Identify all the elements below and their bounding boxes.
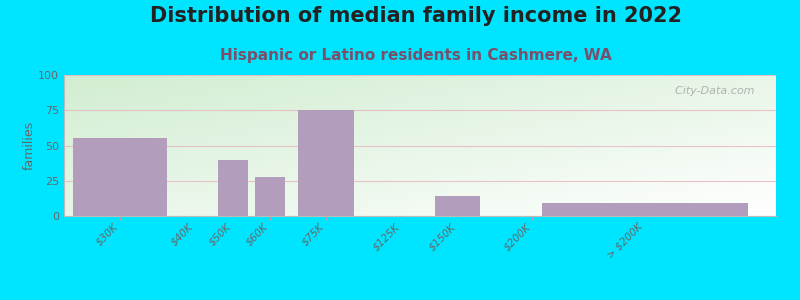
Text: Hispanic or Latino residents in Cashmere, WA: Hispanic or Latino residents in Cashmere…: [220, 48, 612, 63]
Bar: [255, 176, 285, 216]
Y-axis label: families: families: [22, 121, 35, 170]
Bar: [74, 138, 167, 216]
Bar: [218, 160, 248, 216]
Text: Distribution of median family income in 2022: Distribution of median family income in …: [150, 6, 682, 26]
Bar: [542, 203, 748, 216]
Bar: [298, 110, 354, 216]
Text: City-Data.com: City-Data.com: [668, 86, 754, 96]
Bar: [435, 196, 480, 216]
